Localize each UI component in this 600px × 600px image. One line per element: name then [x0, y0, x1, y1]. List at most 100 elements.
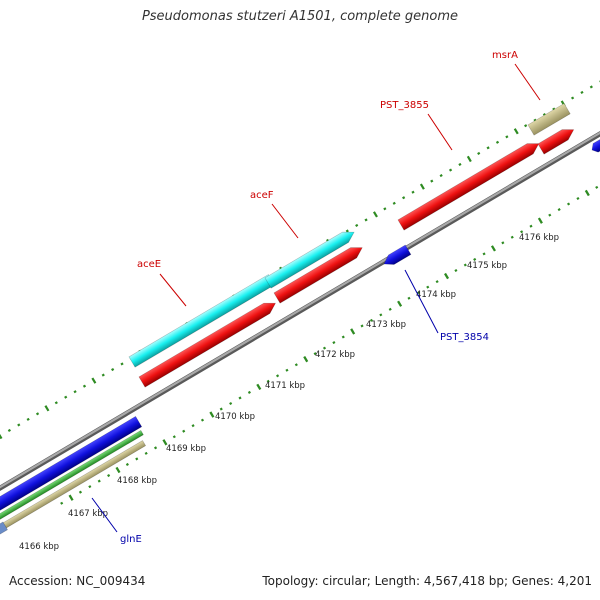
tick-mark	[341, 335, 345, 339]
tick-mark	[435, 280, 439, 284]
tick-mark	[466, 155, 472, 163]
tick-mark	[313, 352, 317, 356]
tick-mark	[584, 189, 590, 197]
tick-mark	[266, 379, 270, 383]
tick-mark	[73, 390, 77, 394]
tick-mark	[524, 124, 528, 128]
tick-mark	[505, 135, 509, 139]
tick-mark	[200, 418, 205, 422]
cds-msrA[interactable]	[527, 103, 571, 136]
gene-label-msrA[interactable]: msrA	[492, 50, 518, 61]
cds-right-edge[interactable]	[589, 138, 600, 155]
tick-mark	[430, 179, 434, 183]
tick-mark	[477, 151, 481, 155]
cds-PST_3854[interactable]	[381, 244, 412, 269]
tick-mark	[7, 428, 11, 433]
gene-label-glnE[interactable]: glnE	[120, 534, 142, 545]
tick-mark	[172, 435, 176, 439]
tick-mark	[285, 368, 289, 372]
tick-mark	[238, 396, 242, 400]
tick-mark	[482, 252, 486, 256]
leader-line	[271, 203, 299, 239]
tick-label: 4170 kbp	[215, 412, 255, 422]
tick-mark	[444, 272, 450, 280]
tick-mark	[473, 257, 477, 261]
tick-label: 4171 kbp	[265, 381, 305, 391]
tick-mark	[360, 324, 364, 328]
tick-mark	[520, 230, 524, 234]
tick-mark	[513, 128, 519, 135]
tick-mark	[448, 168, 453, 172]
tick-mark	[383, 207, 387, 211]
tick-mark	[419, 183, 425, 190]
tick-mark	[182, 429, 186, 433]
tick-mark	[501, 241, 505, 245]
tick-mark	[557, 208, 561, 212]
cds-aceF[interactable]	[273, 243, 365, 304]
tick-mark	[256, 383, 262, 391]
gene-label-aceF[interactable]: aceF	[250, 190, 274, 201]
cds-red-small[interactable]	[537, 125, 577, 155]
tick-mark	[426, 285, 430, 289]
tick-mark	[595, 185, 599, 189]
gene-label-PST_3854[interactable]: PST_3854	[440, 332, 489, 343]
tick-mark	[486, 146, 490, 150]
tick-mark	[510, 235, 514, 239]
tick-mark	[0, 433, 3, 440]
tick-mark	[388, 307, 392, 311]
cds-grayblue[interactable]	[0, 521, 8, 541]
tick-mark	[458, 162, 462, 167]
cds-aceE[interactable]	[138, 298, 279, 388]
tick-mark	[26, 417, 30, 421]
tick-mark	[111, 367, 115, 372]
genome-summary: Topology: circular; Length: 4,567,418 bp…	[262, 574, 592, 588]
tick-label: 4167 kbp	[68, 509, 108, 519]
cds-blue-long[interactable]	[0, 416, 143, 513]
tick-mark	[529, 224, 533, 228]
tick-mark	[209, 411, 215, 418]
tick-mark	[567, 202, 571, 206]
tick-mark	[303, 356, 309, 363]
tick-mark	[64, 395, 68, 399]
tick-mark	[537, 217, 543, 224]
tick-mark	[379, 313, 383, 317]
tick-label: 4166 kbp	[19, 542, 59, 552]
tick-mark	[495, 140, 500, 144]
tick-mark	[416, 291, 420, 295]
tick-mark	[276, 374, 280, 378]
tick-mark	[60, 501, 64, 505]
gene-label-PST_3855[interactable]: PST_3855	[380, 100, 429, 111]
tick-label: 4176 kbp	[519, 233, 559, 243]
tick-mark	[144, 451, 148, 455]
tick-mark	[78, 490, 83, 494]
leader-line	[514, 63, 541, 101]
leader-line	[404, 269, 439, 334]
cds-PST_3855[interactable]	[397, 138, 542, 231]
tick-mark	[332, 341, 336, 345]
cds-aceF-upper[interactable]	[264, 227, 357, 289]
genome-backbone	[0, 131, 600, 491]
tick-mark	[115, 466, 121, 474]
tick-mark	[463, 263, 467, 267]
tick-mark	[364, 218, 368, 222]
gene-label-aceE[interactable]: aceE	[137, 259, 161, 270]
tick-mark	[162, 439, 168, 446]
tick-mark	[101, 373, 105, 377]
tick-mark	[350, 328, 356, 335]
tick-mark	[490, 245, 496, 252]
cds-green[interactable]	[0, 429, 144, 523]
tick-mark	[411, 190, 415, 194]
tick-mark	[392, 201, 396, 205]
tick-mark	[44, 405, 50, 412]
tick-mark	[454, 268, 458, 273]
tick-mark	[294, 363, 298, 367]
tick-mark	[88, 485, 92, 489]
tick-mark	[54, 401, 58, 405]
tick-label: 4175 kbp	[467, 261, 507, 271]
tick-mark	[153, 446, 158, 450]
tick-mark	[135, 457, 139, 461]
tick-mark	[247, 390, 251, 394]
tick-mark	[345, 229, 349, 233]
tick-mark	[570, 96, 575, 100]
